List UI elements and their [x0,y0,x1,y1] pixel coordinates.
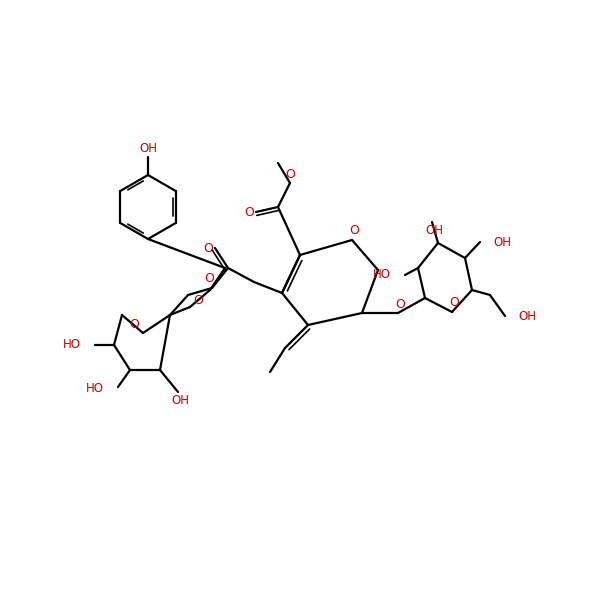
Text: O: O [285,167,295,181]
Text: O: O [129,317,139,331]
Text: OH: OH [493,235,511,248]
Text: OH: OH [171,395,189,407]
Text: HO: HO [86,383,104,395]
Text: O: O [395,298,405,311]
Text: O: O [244,205,254,218]
Text: O: O [204,272,214,286]
Text: O: O [449,296,459,310]
Text: HO: HO [373,269,391,281]
Text: OH: OH [425,224,443,238]
Text: OH: OH [139,142,157,154]
Text: O: O [203,241,213,254]
Text: OH: OH [518,310,536,323]
Text: O: O [349,224,359,238]
Text: O: O [193,293,203,307]
Text: HO: HO [63,338,81,352]
